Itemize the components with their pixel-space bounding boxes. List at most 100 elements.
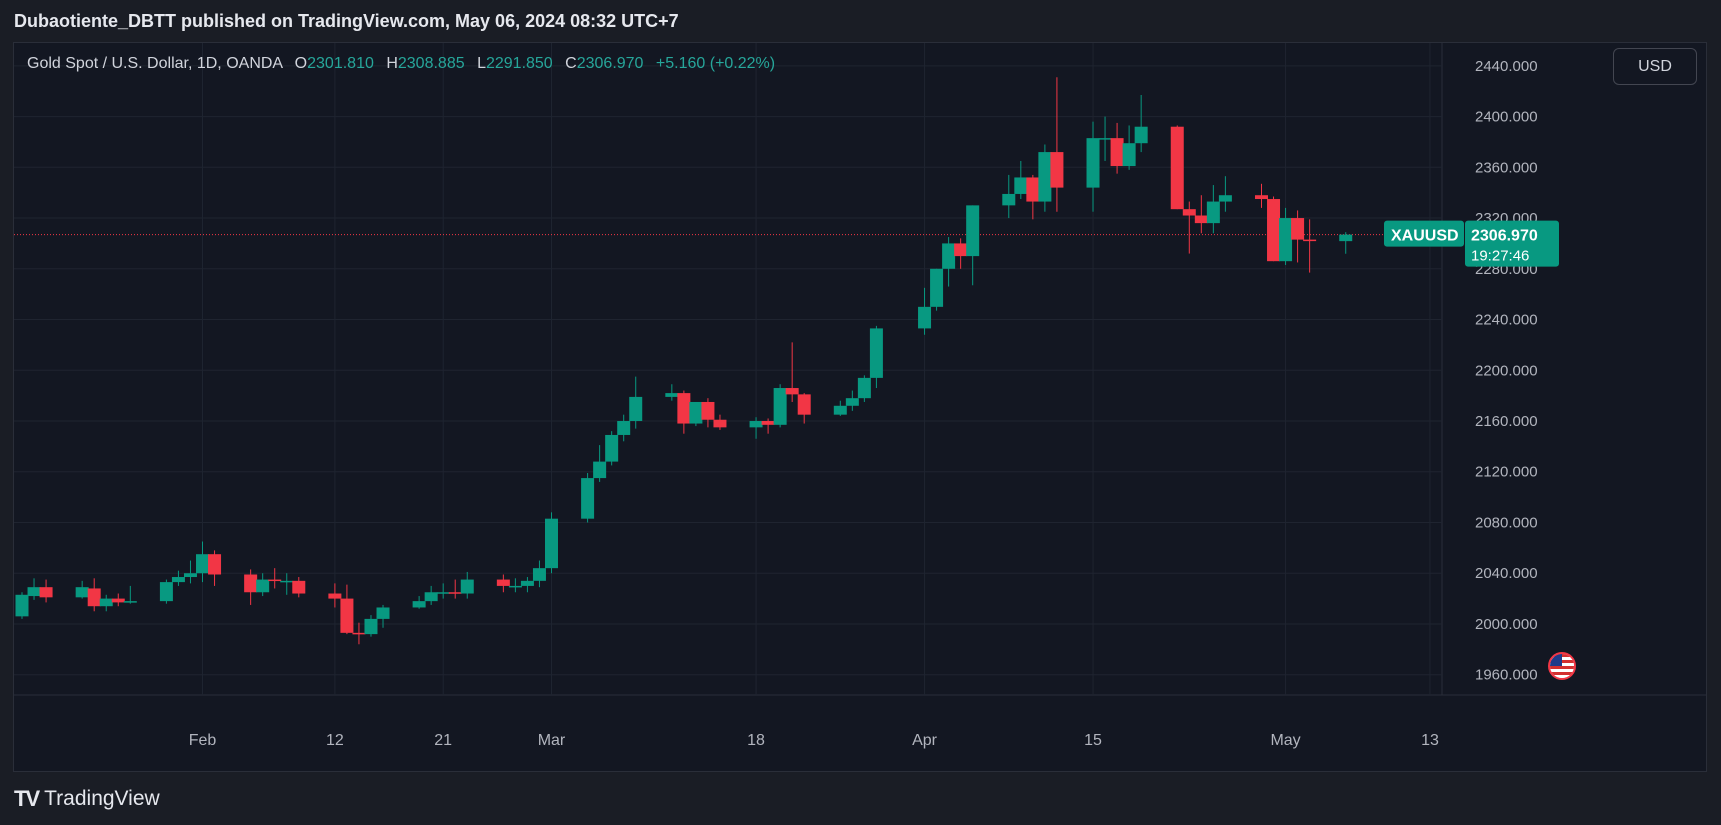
candle[interactable] (544, 512, 558, 574)
candle-body[interactable] (942, 243, 956, 269)
candle[interactable] (869, 325, 883, 389)
candle[interactable] (1218, 176, 1232, 212)
candle[interactable] (797, 393, 811, 424)
candle-body[interactable] (629, 396, 643, 422)
candle-body[interactable] (773, 388, 787, 425)
candle[interactable] (1194, 195, 1208, 234)
us-flag-icon[interactable] (1548, 652, 1576, 680)
candle-body[interactable] (123, 601, 137, 603)
candle-body[interactable] (1050, 152, 1064, 188)
candle-body[interactable] (1002, 193, 1016, 206)
candle-body[interactable] (1267, 199, 1281, 262)
candle[interactable] (954, 238, 968, 269)
candle[interactable] (1098, 116, 1112, 161)
candle-body[interactable] (520, 580, 534, 586)
price-axis[interactable]: 1960.000 2000.000 2040.000 2080.000 2120.000… (1475, 58, 1538, 684)
candle-body[interactable] (1218, 195, 1232, 202)
candle[interactable] (532, 560, 546, 588)
candle[interactable] (581, 473, 595, 523)
candle-body[interactable] (1291, 218, 1305, 240)
candle[interactable] (171, 570, 185, 586)
candle-body[interactable] (532, 568, 546, 581)
candle[interactable] (292, 577, 306, 598)
candle[interactable] (1050, 77, 1064, 212)
candle[interactable] (701, 398, 715, 428)
candle[interactable] (930, 268, 944, 311)
candle[interactable] (1134, 95, 1148, 153)
candle[interactable] (99, 594, 113, 612)
candle-body[interactable] (1110, 138, 1124, 167)
candle[interactable] (833, 400, 847, 416)
candle-body[interactable] (1026, 177, 1040, 202)
candle-body[interactable] (761, 421, 775, 425)
candle-body[interactable] (39, 587, 53, 598)
candle-body[interactable] (376, 607, 390, 619)
candle-body[interactable] (930, 268, 944, 307)
candle[interactable] (244, 569, 258, 605)
candle[interactable] (857, 375, 871, 402)
candle-body[interactable] (869, 328, 883, 378)
candle-body[interactable] (1206, 201, 1220, 224)
candle[interactable] (845, 390, 859, 411)
candle[interactable] (1279, 207, 1293, 265)
candle-body[interactable] (966, 205, 980, 257)
candle-body[interactable] (244, 574, 258, 593)
candle[interactable] (39, 579, 53, 603)
time-axis[interactable]: Feb 12 21 Mar 18 Apr 15 May 13 (189, 732, 1439, 749)
candle-body[interactable] (665, 393, 679, 397)
candle[interactable] (328, 583, 342, 608)
candle-body[interactable] (749, 421, 763, 428)
candle-body[interactable] (701, 401, 715, 420)
candle-body[interactable] (1339, 234, 1353, 242)
candle-body[interactable] (508, 585, 522, 588)
candle[interactable] (918, 287, 932, 335)
candle-body[interactable] (75, 587, 89, 598)
candle[interactable] (508, 578, 522, 593)
candle-body[interactable] (845, 398, 859, 406)
candle[interactable] (111, 593, 125, 607)
candle[interactable] (1254, 183, 1268, 208)
candle-body[interactable] (605, 434, 619, 462)
candle[interactable] (1291, 210, 1305, 263)
candle-body[interactable] (1134, 126, 1148, 144)
candle-body[interactable] (268, 579, 282, 582)
candle-body[interactable] (111, 598, 125, 603)
candle-body[interactable] (581, 478, 595, 519)
tradingview-logo-icon[interactable]: TV TradingView (14, 786, 160, 812)
candle[interactable] (749, 417, 763, 439)
candle[interactable] (75, 580, 89, 599)
candle[interactable] (436, 583, 450, 599)
candle[interactable] (1267, 196, 1281, 262)
candle-body[interactable] (1098, 138, 1112, 140)
candle[interactable] (352, 622, 366, 645)
candle-body[interactable] (256, 579, 270, 593)
candle[interactable] (1014, 160, 1028, 200)
candle-body[interactable] (544, 518, 558, 569)
candle-body[interactable] (954, 243, 968, 257)
candle-body[interactable] (412, 601, 426, 608)
candle[interactable] (761, 418, 775, 434)
candle[interactable] (256, 573, 270, 597)
candle[interactable] (1303, 219, 1317, 273)
candle[interactable] (677, 390, 691, 434)
currency-button[interactable]: USD (1613, 48, 1697, 85)
candle[interactable] (268, 568, 282, 589)
chart-pane[interactable]: 1960.000 2000.000 2040.000 2080.000 2120.000… (13, 42, 1707, 772)
candle[interactable] (617, 414, 631, 442)
candle[interactable] (1170, 125, 1184, 210)
candle-body[interactable] (833, 405, 847, 415)
candle-body[interactable] (689, 401, 703, 424)
candle-body[interactable] (797, 394, 811, 415)
candle-body[interactable] (352, 632, 366, 635)
candle[interactable] (496, 574, 510, 593)
candle-body[interactable] (27, 587, 41, 597)
candle-body[interactable] (424, 592, 438, 602)
candle-body[interactable] (159, 582, 173, 602)
candle[interactable] (27, 578, 41, 600)
candle[interactable] (1122, 125, 1136, 170)
candle-body[interactable] (328, 593, 342, 599)
candle-body[interactable] (785, 388, 799, 395)
candle-body[interactable] (436, 592, 450, 594)
candle-body[interactable] (15, 594, 29, 617)
candle-body[interactable] (918, 306, 932, 329)
